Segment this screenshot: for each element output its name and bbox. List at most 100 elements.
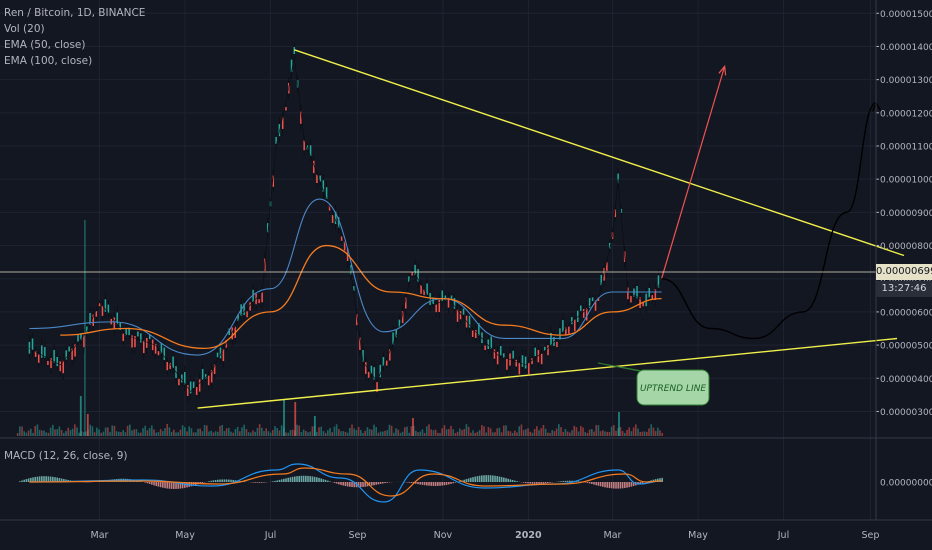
volume-bar — [498, 427, 501, 436]
price-candle — [419, 284, 423, 295]
macd-histogram-bar — [617, 482, 620, 489]
volume-bar — [353, 428, 356, 436]
volume-bar — [514, 430, 516, 436]
macd-histogram-bar — [421, 482, 424, 485]
volume-bar — [159, 429, 162, 436]
macd-histogram-bar — [478, 475, 481, 482]
macd-histogram-bar — [164, 482, 166, 489]
volume-bar — [624, 432, 626, 436]
price-candle — [177, 378, 181, 386]
price-line — [29, 56, 662, 392]
macd-histogram-bar — [621, 482, 624, 489]
volume-bar — [368, 429, 371, 436]
y-tick-label: 0.00001500 — [880, 10, 932, 20]
legend-title[interactable]: Ren / Bitcoin, 1D, BINANCE — [4, 7, 146, 19]
price-candle — [373, 366, 376, 381]
price-candle — [477, 322, 481, 336]
price-candle — [370, 365, 373, 375]
macd-histogram-bar — [366, 482, 369, 487]
volume-bar — [426, 426, 428, 436]
x-tick-label: Nov — [434, 530, 453, 541]
macd-histogram-bar — [324, 479, 327, 482]
price-candle — [549, 332, 553, 346]
volume-bar — [430, 429, 433, 436]
volume-bar — [470, 432, 472, 436]
volume-bar — [294, 402, 297, 436]
volume-bar — [265, 428, 268, 436]
macd-histogram-bar — [258, 482, 261, 483]
volume-bar — [520, 424, 523, 436]
volume-bar — [153, 429, 155, 436]
price-candle — [49, 357, 53, 369]
volume-bar — [478, 430, 481, 436]
volume-bar — [217, 431, 219, 436]
price-candle — [474, 329, 477, 339]
legend-macd[interactable]: MACD (12, 26, close, 9) — [4, 450, 128, 462]
volume-bar — [621, 431, 624, 436]
volume-bar — [100, 432, 103, 436]
volume-bar — [155, 432, 158, 436]
price-candle — [340, 235, 343, 242]
volume-bar — [434, 429, 437, 436]
volume-bar — [212, 432, 215, 436]
volume-bar — [144, 425, 147, 436]
volume-bar — [63, 432, 65, 436]
volume-bar — [606, 431, 609, 436]
macd-histogram-bar — [217, 479, 219, 482]
macd-histogram-bar — [168, 482, 171, 489]
price-candle — [438, 299, 441, 313]
volume-bar — [298, 425, 301, 436]
macd-histogram-bar — [287, 477, 290, 482]
macd-histogram-bar — [522, 482, 525, 483]
volume-bar — [549, 432, 551, 436]
volume-bar — [522, 430, 525, 436]
volume-bar — [360, 430, 362, 436]
macd-histogram-bar — [146, 482, 149, 484]
uptrend-callout[interactable]: UPTREND LINE — [597, 362, 710, 406]
volume-bar — [536, 426, 538, 436]
macd-histogram-bar — [498, 476, 501, 482]
macd-histogram-bar — [509, 479, 512, 482]
legend-ema100[interactable]: EMA (100, close) — [4, 55, 93, 67]
macd-histogram-bar — [346, 482, 349, 487]
volume-bar — [461, 430, 463, 436]
volume-bar — [448, 429, 450, 436]
bullish-projection-line — [660, 66, 726, 279]
price-candle — [315, 174, 319, 184]
macd-histogram-bar — [542, 482, 545, 484]
volume-bar — [318, 427, 320, 436]
y-tick-label: 0.00000900 — [880, 209, 932, 219]
volume-bar — [86, 414, 89, 436]
volume-bar — [199, 428, 202, 436]
volume-bar — [547, 432, 549, 436]
price-candle — [121, 333, 125, 342]
macd-histogram-bar — [459, 481, 461, 482]
volume-bar — [243, 424, 246, 436]
price-candle — [37, 354, 40, 364]
macd-histogram-bar — [333, 482, 336, 483]
volume-bar — [439, 432, 441, 436]
macd-histogram-bar — [419, 482, 422, 485]
volume-bar — [503, 425, 505, 436]
macd-histogram-bar — [329, 481, 331, 482]
macd-histogram-bar — [571, 480, 573, 482]
legend-volume[interactable]: Vol (20) — [4, 23, 45, 35]
price-candle — [180, 374, 184, 383]
price-candle — [62, 360, 65, 374]
volume-bar — [351, 424, 353, 436]
macd-histogram-bar — [313, 476, 316, 482]
macd-histogram-bar — [32, 477, 34, 482]
volume-bar — [459, 428, 461, 436]
macd-histogram-bar — [357, 482, 360, 488]
macd-histogram-bar — [256, 482, 259, 483]
volume-bar — [573, 425, 576, 436]
volume-bars — [16, 220, 664, 436]
volume-bar — [445, 429, 448, 436]
volume-bar — [208, 431, 210, 436]
legend-ema50[interactable]: EMA (50, close) — [4, 39, 86, 51]
y-tick-label: 0.00001400 — [880, 43, 932, 53]
volume-bar — [608, 432, 611, 436]
macd-histogram-bar — [639, 482, 642, 484]
volume-bar — [538, 430, 540, 436]
